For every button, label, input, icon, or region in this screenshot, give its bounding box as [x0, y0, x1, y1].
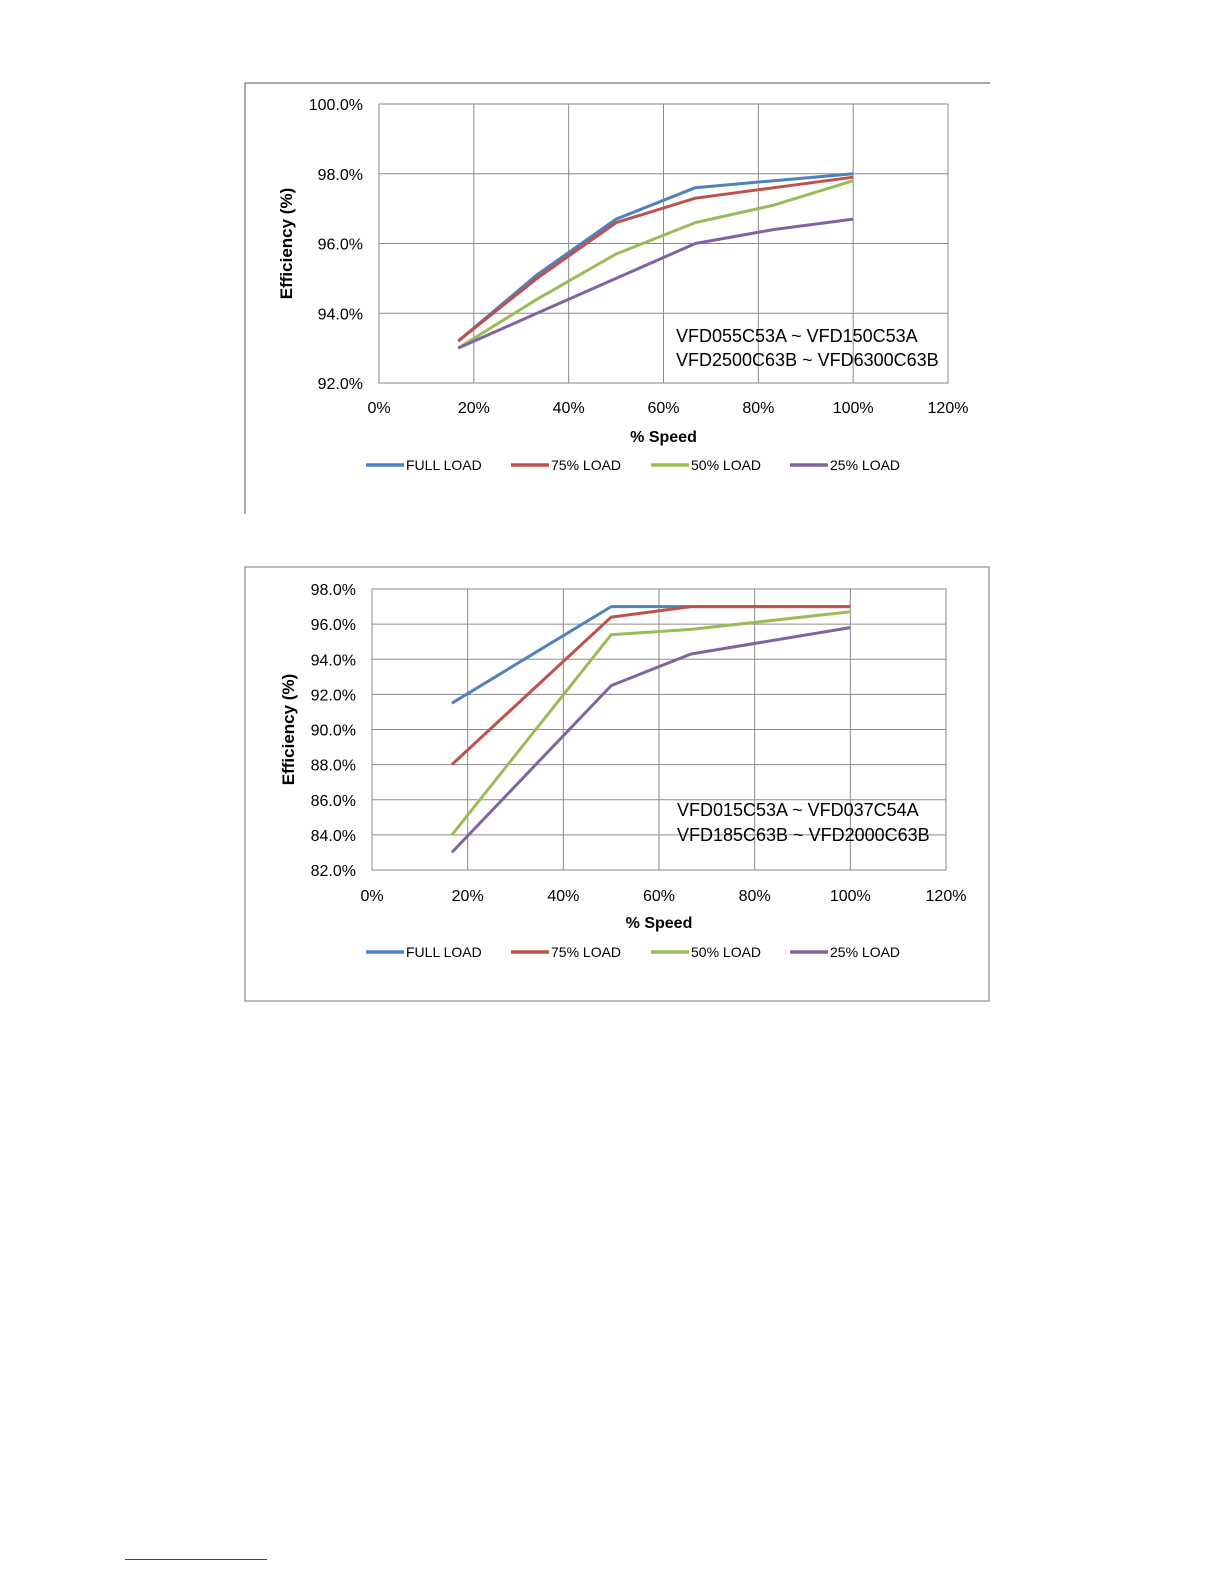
- plot-area: [371, 588, 947, 871]
- series-line-4: [457, 217, 854, 350]
- legend-label: 50% LOAD: [691, 457, 761, 473]
- y-tick-label: 86.0%: [311, 793, 356, 810]
- y-tick-label: 98.0%: [318, 167, 363, 184]
- footnote-separator: [125, 1559, 267, 1560]
- x-tick-label: 60%: [647, 400, 679, 417]
- x-tick-label: 60%: [643, 888, 675, 905]
- legend-label: FULL LOAD: [406, 944, 482, 960]
- model-range-annotation: VFD185C63B ~ VFD2000C63B: [677, 825, 930, 845]
- chart-frame: [244, 566, 990, 1002]
- model-range-annotation: VFD055C53A ~ VFD150C53A: [676, 326, 918, 346]
- x-axis-title: % Speed: [630, 429, 697, 446]
- series-line-4: [450, 626, 851, 854]
- series-line-1: [451, 605, 851, 705]
- efficiency-chart-large-models: 0% 20% 40% 60% 80% 100% 120% 92.0% 94.0% 96.0% 98.…: [244, 82, 990, 514]
- efficiency-chart-small-models: 0% 20% 40% 60% 80% 100% 120% 82.0% 84.0% 86.0% 88.…: [244, 566, 990, 1002]
- y-axis-title: Efficiency (%): [279, 674, 298, 785]
- y-tick-label: 82.0%: [311, 863, 356, 880]
- y-tick-label: 96.0%: [318, 237, 363, 254]
- y-tick-label: 96.0%: [311, 617, 356, 634]
- model-range-annotation: VFD015C53A ~ VFD037C54A: [677, 800, 919, 820]
- x-tick-label: 120%: [926, 888, 967, 905]
- legend-label: 75% LOAD: [551, 944, 621, 960]
- y-tick-label: 94.0%: [318, 306, 363, 323]
- y-tick-label: 98.0%: [311, 582, 356, 599]
- x-tick-label: 100%: [830, 888, 871, 905]
- x-tick-label: 0%: [360, 888, 383, 905]
- legend-label: 50% LOAD: [691, 944, 761, 960]
- x-tick-label: 20%: [452, 888, 484, 905]
- series-line-2: [450, 605, 851, 766]
- x-axis-title: % Speed: [626, 915, 693, 932]
- y-tick-label: 88.0%: [311, 758, 356, 775]
- legend-label: 75% LOAD: [551, 457, 621, 473]
- y-axis-title: Efficiency (%): [277, 188, 296, 299]
- y-tick-label: 92.0%: [311, 687, 356, 704]
- x-tick-label: 120%: [928, 400, 969, 417]
- y-tick-label: 94.0%: [311, 652, 356, 669]
- y-tick-label: 84.0%: [311, 828, 356, 845]
- legend-label: FULL LOAD: [406, 457, 482, 473]
- x-tick-label: 0%: [367, 400, 390, 417]
- x-tick-label: 40%: [547, 888, 579, 905]
- legend-label: 25% LOAD: [830, 457, 900, 473]
- x-tick-label: 80%: [742, 400, 774, 417]
- series-line-1: [457, 172, 854, 343]
- x-tick-label: 40%: [553, 400, 585, 417]
- series-line-3: [457, 179, 854, 350]
- y-tick-label: 90.0%: [311, 723, 356, 740]
- series-line-3: [450, 610, 851, 836]
- y-tick-label: 92.0%: [318, 376, 363, 393]
- x-tick-label: 100%: [833, 400, 874, 417]
- x-tick-label: 20%: [458, 400, 490, 417]
- x-tick-label: 80%: [739, 888, 771, 905]
- legend-label: 25% LOAD: [830, 944, 900, 960]
- y-tick-label: 100.0%: [309, 97, 363, 114]
- series-line-2: [457, 175, 854, 343]
- model-range-annotation: VFD2500C63B ~ VFD6300C63B: [676, 350, 939, 370]
- plot-area: [378, 103, 949, 384]
